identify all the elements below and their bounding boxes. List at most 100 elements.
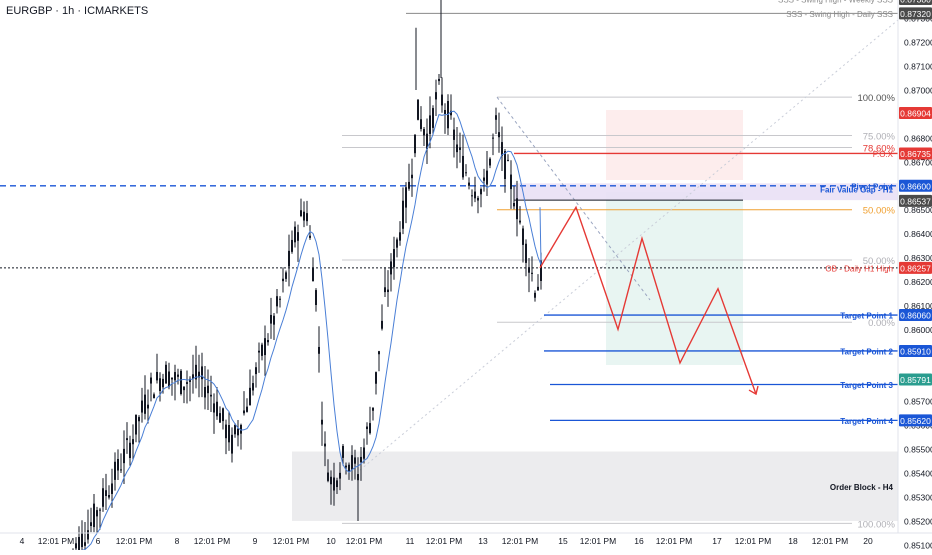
candle-body bbox=[174, 372, 176, 380]
candle-body bbox=[501, 142, 503, 156]
candle-body bbox=[156, 372, 158, 380]
candle-body bbox=[381, 321, 383, 329]
candle-body bbox=[384, 287, 386, 292]
candle-body bbox=[372, 407, 374, 410]
candle-body bbox=[246, 407, 248, 412]
candle-body bbox=[297, 232, 299, 241]
x-tick-label: 12:01 PM bbox=[38, 536, 74, 546]
y-tick-label: 0.85700 bbox=[904, 397, 932, 407]
candle-body bbox=[330, 477, 332, 484]
candle-body bbox=[363, 448, 365, 459]
candle-body bbox=[312, 267, 314, 281]
x-tick-label: 11 bbox=[406, 536, 415, 546]
candle-body bbox=[513, 203, 515, 206]
candle-body bbox=[105, 490, 107, 496]
candle-body bbox=[285, 272, 287, 278]
candle-body bbox=[150, 378, 152, 384]
candle-body bbox=[288, 251, 290, 267]
fib-label: 100.00% bbox=[857, 93, 895, 104]
x-tick-label: 16 bbox=[634, 536, 644, 546]
candle-body bbox=[237, 429, 239, 436]
candle-body bbox=[423, 129, 425, 135]
candle-body bbox=[171, 378, 173, 380]
y-tick-label: 0.86300 bbox=[904, 253, 932, 263]
candle-body bbox=[348, 465, 350, 471]
candle-body bbox=[522, 228, 524, 244]
candle-body bbox=[138, 417, 140, 421]
candle-body bbox=[486, 171, 488, 185]
candle-body bbox=[480, 189, 482, 194]
candle-body bbox=[399, 232, 401, 240]
candle-body bbox=[165, 365, 167, 384]
fvg-label: Fair Value Gap - H1 bbox=[820, 185, 893, 194]
candle-body bbox=[465, 172, 467, 173]
candle-body bbox=[141, 401, 143, 413]
candle-body bbox=[123, 449, 125, 463]
candle-body bbox=[420, 119, 422, 129]
price-tag-label: 0.86904 bbox=[900, 108, 931, 118]
candle-body bbox=[327, 473, 329, 481]
candle-body bbox=[477, 198, 479, 201]
x-tick-label: 12:01 PM bbox=[580, 536, 616, 546]
x-tick-label: 9 bbox=[253, 536, 258, 546]
price-tag-label: 0.85791 bbox=[900, 375, 931, 385]
y-tick-label: 0.86200 bbox=[904, 277, 932, 287]
levels-layer: SSS - Swing High - Weekly SSS SSS - Swing… bbox=[0, 0, 898, 492]
candle-body bbox=[117, 459, 119, 470]
candle-body bbox=[456, 144, 458, 152]
x-tick-label: 12:01 PM bbox=[656, 536, 692, 546]
y-tick-label: 0.85300 bbox=[904, 493, 932, 503]
candle-body bbox=[489, 159, 491, 166]
candle-body bbox=[468, 183, 470, 186]
price-tag-label: 0.86060 bbox=[900, 311, 931, 321]
candle-body bbox=[216, 402, 218, 417]
target-zone-box bbox=[606, 192, 743, 365]
candle-body bbox=[102, 488, 104, 507]
x-tick-label: 4 bbox=[20, 536, 25, 546]
candle-body bbox=[306, 213, 308, 221]
fib-label: 75.00% bbox=[863, 131, 896, 142]
trend-diagonal bbox=[360, 20, 898, 470]
candle-body bbox=[276, 296, 278, 306]
candle-body bbox=[528, 267, 530, 272]
y-tick-label: 0.85400 bbox=[904, 469, 932, 479]
candle-body bbox=[207, 386, 209, 393]
candle-body bbox=[201, 366, 203, 379]
candle-body bbox=[441, 95, 443, 106]
candle-body bbox=[519, 221, 521, 223]
candle-body bbox=[300, 210, 302, 216]
price-tag-label: 0.85620 bbox=[900, 416, 931, 426]
sell-zone-box bbox=[606, 110, 743, 180]
candle-body bbox=[129, 443, 131, 458]
x-tick-label: 20 bbox=[863, 536, 873, 546]
candle-body bbox=[498, 132, 500, 137]
x-tick-label: 12:01 PM bbox=[812, 536, 848, 546]
level-label: Target Point 1 bbox=[840, 312, 893, 321]
candle-body bbox=[438, 79, 440, 81]
candle-body bbox=[525, 244, 527, 263]
candle-body bbox=[186, 382, 188, 384]
y-tick-label: 0.85200 bbox=[904, 516, 932, 526]
level-label: Target Point 3 bbox=[840, 381, 893, 390]
candle-body bbox=[393, 249, 395, 267]
y-tick-label: 0.85500 bbox=[904, 445, 932, 455]
candle-body bbox=[387, 290, 389, 292]
candle-body bbox=[126, 438, 128, 440]
candle-body bbox=[294, 227, 296, 243]
candle-body bbox=[84, 542, 86, 546]
candle-body bbox=[459, 147, 461, 150]
candle-body bbox=[75, 543, 77, 548]
candle-body bbox=[483, 178, 485, 181]
candle-body bbox=[366, 427, 368, 430]
candle-body bbox=[228, 425, 230, 442]
y-tick-label: 0.86000 bbox=[904, 325, 932, 335]
level-label: SSS - Swing High - Weekly SSS bbox=[778, 0, 893, 5]
level-label: SSS - Swing High - Daily SSS bbox=[786, 10, 893, 19]
candle-body bbox=[291, 240, 293, 252]
candle-body bbox=[345, 466, 347, 468]
candle-body bbox=[93, 504, 95, 527]
x-tick-label: 13 bbox=[478, 536, 488, 546]
y-tick-label: 0.86400 bbox=[904, 229, 932, 239]
